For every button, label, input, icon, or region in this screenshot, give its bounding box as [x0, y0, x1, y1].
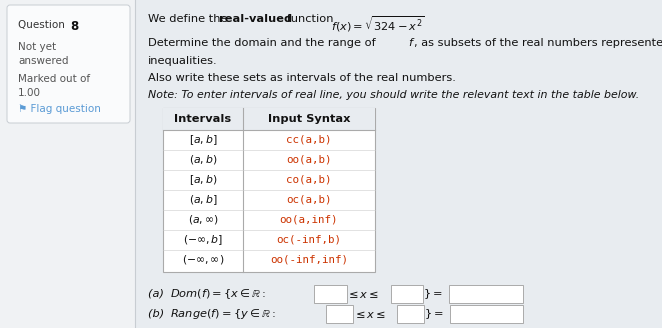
Text: function: function [283, 14, 337, 24]
Text: Intervals: Intervals [175, 114, 232, 124]
Text: f: f [408, 38, 412, 48]
Bar [397, 305, 424, 323]
Text: answered: answered [18, 56, 68, 66]
Text: $(a, b]$: $(a, b]$ [189, 193, 217, 207]
Text: co(a,b): co(a,b) [286, 175, 332, 185]
Text: ⚑ Flag question: ⚑ Flag question [18, 104, 101, 114]
Text: oo(a,inf): oo(a,inf) [280, 215, 338, 225]
Text: real-valued: real-valued [220, 14, 293, 24]
Text: $\} =$: $\} =$ [424, 287, 444, 301]
Bar [0, 0, 135, 328]
Text: $\} =$: $\} =$ [424, 307, 444, 321]
Text: $\leq x \leq$: $\leq x \leq$ [346, 289, 380, 299]
Text: Determine the domain and the range of: Determine the domain and the range of [148, 38, 379, 48]
Text: 1.00: 1.00 [18, 88, 41, 98]
Text: $Dom(f) = \{x \in \mathbb{R}:$: $Dom(f) = \{x \in \mathbb{R}:$ [169, 287, 266, 301]
Text: Not yet: Not yet [18, 42, 56, 52]
Bar [163, 108, 375, 272]
Text: inequalities.: inequalities. [148, 56, 218, 66]
Text: $(a, \infty)$: $(a, \infty)$ [187, 214, 218, 227]
Text: $f(x) = \sqrt{324 - x^2}$: $f(x) = \sqrt{324 - x^2}$ [331, 14, 425, 34]
Text: $\leq x \leq$: $\leq x \leq$ [353, 309, 387, 319]
Text: Input Syntax: Input Syntax [267, 114, 350, 124]
Text: oc(-inf,b): oc(-inf,b) [277, 235, 342, 245]
Text: $[a, b)$: $[a, b)$ [189, 173, 217, 187]
Text: cc(a,b): cc(a,b) [286, 135, 332, 145]
Bar [391, 285, 424, 303]
Text: 8: 8 [70, 20, 78, 33]
Bar [163, 108, 375, 130]
Text: $(a, b)$: $(a, b)$ [189, 154, 217, 167]
Text: oc(a,b): oc(a,b) [286, 195, 332, 205]
Text: $(-\infty, \infty)$: $(-\infty, \infty)$ [182, 254, 224, 266]
Text: We define the: We define the [148, 14, 231, 24]
Text: Also write these sets as intervals of the real numbers.: Also write these sets as intervals of th… [148, 73, 456, 83]
Text: $Range(f) = \{y \in \mathbb{R}:$: $Range(f) = \{y \in \mathbb{R}:$ [169, 307, 275, 321]
Text: , as subsets of the real numbers represented by: , as subsets of the real numbers represe… [414, 38, 662, 48]
Text: (a): (a) [148, 289, 167, 299]
Text: $[a, b]$: $[a, b]$ [189, 133, 217, 147]
FancyBboxPatch shape [7, 5, 130, 123]
Text: oo(a,b): oo(a,b) [286, 155, 332, 165]
Text: Note: To enter intervals of real line, you should write the relevant text in the: Note: To enter intervals of real line, y… [148, 90, 639, 100]
Bar [314, 285, 346, 303]
Text: oo(-inf,inf): oo(-inf,inf) [270, 255, 348, 265]
Bar [326, 305, 353, 323]
Text: $(-\infty, b]$: $(-\infty, b]$ [183, 233, 223, 247]
Text: Question: Question [18, 20, 68, 30]
Bar [450, 305, 523, 323]
Text: Marked out of: Marked out of [18, 74, 90, 84]
Bar [449, 285, 522, 303]
Text: (b): (b) [148, 309, 168, 319]
